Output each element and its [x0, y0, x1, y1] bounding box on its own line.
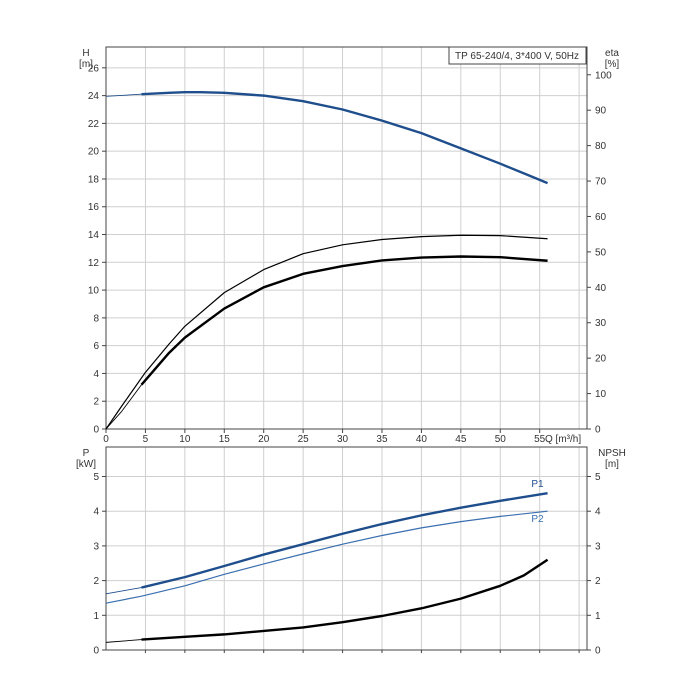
p2-curve	[105, 510, 548, 604]
right-axis-unit: [m]	[605, 459, 619, 470]
left-tick-label: 12	[88, 258, 100, 269]
left-tick-label: 1	[93, 611, 99, 622]
left-axis-unit: [kW]	[76, 459, 96, 470]
right-tick-label: 4	[595, 507, 601, 518]
right-tick-label: 30	[595, 318, 607, 329]
eta-upper-curve	[105, 234, 548, 430]
plot-frame	[105, 46, 588, 430]
right-tick-label: 70	[595, 177, 607, 188]
left-tick-label: 20	[88, 147, 100, 158]
left-tick-label: 18	[88, 174, 100, 185]
left-axis-label: P	[83, 448, 90, 459]
x-tick-label: 5	[143, 434, 149, 445]
eta-curve-extension	[105, 384, 142, 430]
left-tick-label: 22	[88, 119, 100, 130]
right-tick-label: 2	[595, 576, 601, 587]
right-axis-label: eta	[605, 48, 619, 59]
x-tick-label: 30	[337, 434, 349, 445]
left-tick-label: 2	[93, 397, 99, 408]
right-axis-label: NPSH	[598, 448, 626, 459]
left-tick-label: 4	[93, 369, 99, 380]
left-tick-label: 10	[88, 286, 100, 297]
left-axis-unit: [m]	[79, 59, 93, 70]
x-tick-label: 35	[376, 434, 388, 445]
left-tick-label: 14	[88, 230, 100, 241]
left-tick-label: 2	[93, 576, 99, 587]
x-tick-label: 20	[258, 434, 270, 445]
left-tick-label: 0	[93, 425, 99, 436]
right-tick-label: 80	[595, 141, 607, 152]
p1-curve	[141, 491, 548, 589]
x-tick-label: 15	[219, 434, 231, 445]
h-curve-extension	[105, 93, 142, 97]
right-tick-label: 100	[595, 70, 612, 81]
right-tick-label: 10	[595, 389, 607, 400]
plot-frame	[105, 446, 588, 651]
x-tick-label: 45	[455, 434, 467, 445]
eta-curve	[140, 255, 548, 386]
x-tick-label: 25	[298, 434, 310, 445]
left-tick-label: 3	[93, 541, 99, 552]
left-tick-label: 6	[93, 341, 99, 352]
p1-curve-extension	[105, 587, 142, 595]
power-npsh-panel: 0 1 2 3 4 5 0 1 2 3 4 5 P[kW] NPSH[m] P1 P2	[76, 446, 626, 657]
npsh-curve	[141, 558, 549, 641]
x-tick-label: 50	[495, 434, 507, 445]
right-tick-label: 40	[595, 283, 607, 294]
left-tick-label: 5	[93, 472, 99, 483]
head-efficiency-panel: 0246810121416182022242601020304050607080…	[79, 46, 620, 445]
right-tick-label: 90	[595, 106, 607, 117]
right-tick-label: 3	[595, 541, 601, 552]
left-tick-label: 4	[93, 507, 99, 518]
x-tick-label: 10	[179, 434, 191, 445]
x-tick-label: 55	[534, 434, 546, 445]
pump-title-box: TP 65-240/4, 3*400 V, 50Hz	[448, 46, 587, 65]
right-tick-label: 0	[595, 646, 601, 657]
right-tick-label: 20	[595, 354, 607, 365]
p2-series-label: P2	[531, 514, 544, 525]
x-tick-label: 40	[416, 434, 428, 445]
x-axis-label: Q [m³/h]	[545, 434, 581, 445]
left-tick-label: 0	[93, 646, 99, 657]
npsh-curve-extension	[105, 639, 142, 643]
x-tick-label: 0	[103, 434, 109, 445]
left-tick-label: 8	[93, 313, 99, 324]
p1-series-label: P1	[531, 479, 544, 490]
right-tick-label: 0	[595, 425, 601, 436]
h-curve	[141, 90, 549, 185]
right-tick-label: 60	[595, 212, 607, 223]
right-tick-label: 50	[595, 247, 607, 258]
right-tick-label: 1	[595, 611, 601, 622]
left-tick-label: 16	[88, 202, 100, 213]
left-tick-label: 26	[88, 63, 100, 74]
left-tick-label: 24	[88, 91, 100, 102]
chart-title: TP 65-240/4, 3*400 V, 50Hz	[455, 51, 579, 62]
right-axis-unit: [%]	[605, 59, 620, 70]
left-axis-label: H	[82, 48, 89, 59]
right-tick-label: 5	[595, 472, 601, 483]
